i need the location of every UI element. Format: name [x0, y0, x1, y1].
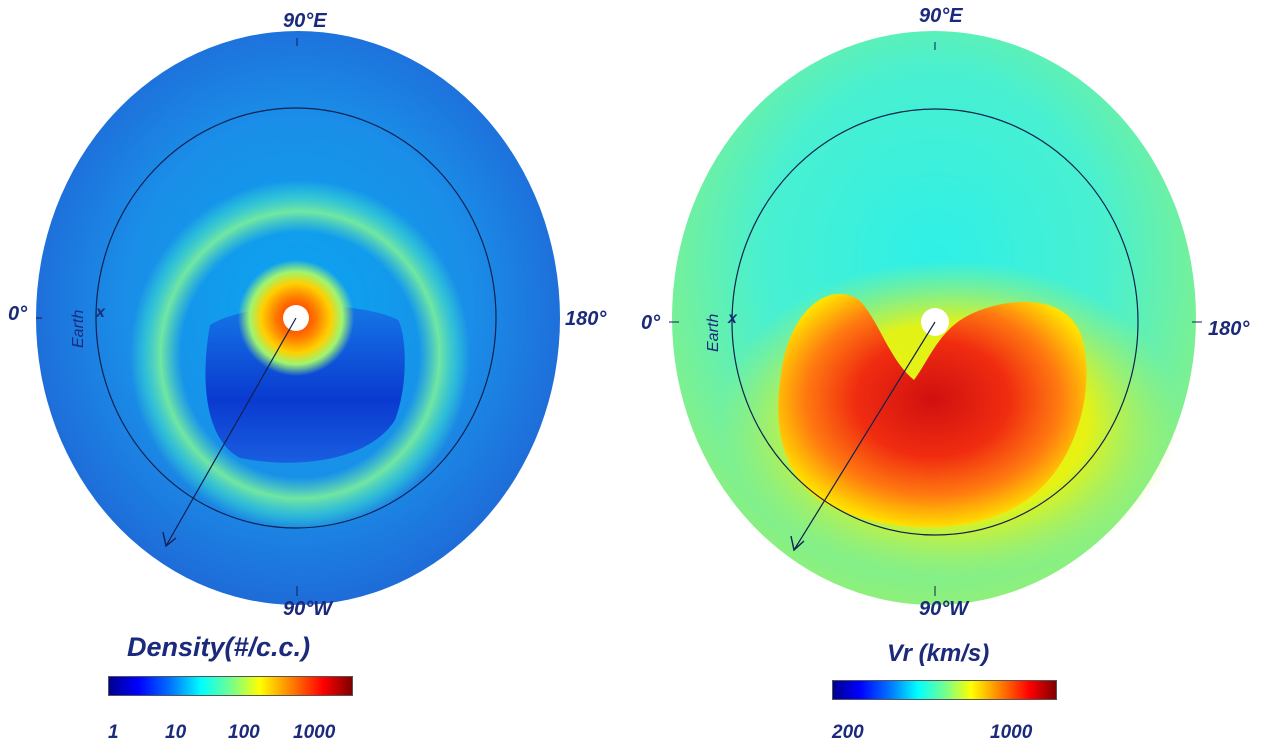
label-180: 180° [565, 308, 607, 330]
cme-direction-arrow [165, 317, 297, 547]
label-0: 0° [641, 312, 661, 334]
arrowhead-icon [162, 531, 177, 548]
velocity-tick-1000: 1000 [990, 722, 1033, 743]
density-panel: 90°E 90°W 0° 180° Earth x Density(#/c.c.… [8, 10, 607, 743]
density-tick-1: 1 [108, 722, 119, 743]
earth-label: Earth [70, 309, 87, 348]
density-tick-10: 10 [165, 722, 187, 743]
velocity-panel: 90°E 90°W 0° 180° Earth x Vr (km/s) 200 … [639, 0, 1278, 750]
velocity-fast-region [778, 293, 1087, 528]
arrowhead-icon [790, 535, 805, 552]
label-90e: 90°E [919, 5, 963, 27]
density-colorbar [108, 676, 353, 696]
cme-direction-arrow [793, 321, 936, 551]
earth-marker: x [96, 304, 105, 321]
label-90w: 90°W [919, 598, 969, 620]
earth-orbit-circle [731, 108, 1139, 536]
label-180: 180° [1208, 318, 1250, 340]
earth-label: Earth [705, 313, 722, 352]
density-colorbar-title: Density(#/c.c.) [127, 632, 311, 662]
velocity-colorbar [832, 680, 1057, 700]
label-0: 0° [8, 303, 28, 325]
density-map [36, 31, 560, 605]
density-tick-1000: 1000 [293, 722, 336, 743]
velocity-map [669, 31, 1202, 605]
label-90w: 90°W [283, 598, 333, 620]
earth-marker: x [728, 310, 737, 327]
velocity-colorbar-title: Vr (km/s) [887, 640, 990, 667]
earth-orbit-circle [95, 107, 497, 529]
label-90e: 90°E [283, 10, 327, 32]
velocity-tick-200: 200 [832, 722, 864, 743]
density-tick-100: 100 [228, 722, 260, 743]
